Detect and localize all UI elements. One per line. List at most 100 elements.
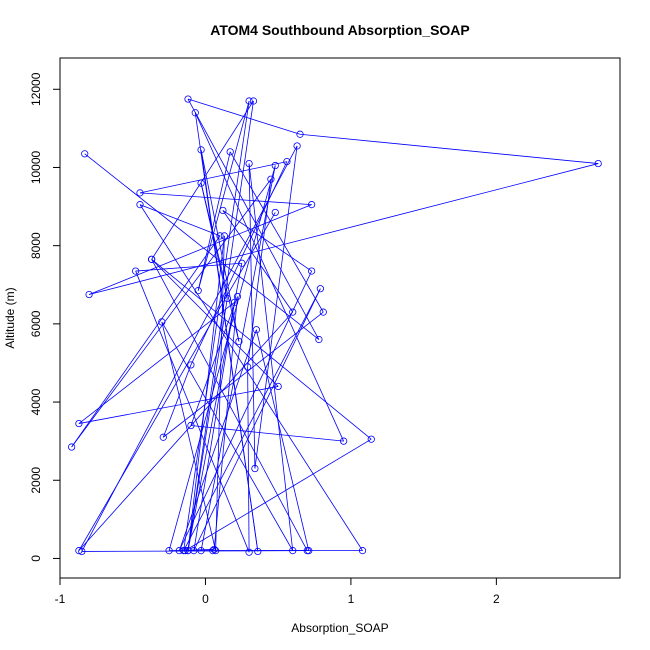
series-segment [151,259,308,551]
series-segment [229,151,324,313]
data-point [293,142,301,150]
data-point [68,443,76,451]
x-axis: -1 0 1 2 [55,577,500,606]
series-lines [71,98,599,553]
series-segment [194,112,259,552]
data-point [245,159,253,168]
data-point [197,547,205,555]
data-point [305,547,313,555]
series-segment [187,98,320,340]
data-point [238,259,246,267]
x-axis-label: Absorption_SOAP [291,621,388,635]
y-axis-label: Altitude (m) [3,287,17,348]
series-segment [197,100,250,291]
series-segment [299,133,599,164]
series-segment [162,364,192,438]
y-tick-label: 8000 [29,232,43,259]
series-segment [255,329,310,551]
series-segment [78,212,276,551]
series-segment [183,100,250,551]
data-point [308,267,316,275]
data-point [283,158,291,166]
data-point [184,547,192,555]
data-point [191,109,199,117]
data-point [319,308,327,316]
data-point [252,326,260,334]
y-tick-label: 10000 [29,150,43,184]
series-segment [187,100,254,551]
series-segment [139,161,287,194]
data-point [289,547,297,555]
data-point [219,206,227,215]
series-segment [254,145,298,469]
series-segment [71,178,272,448]
data-point [197,179,205,187]
data-point [209,547,217,555]
y-axis: 0 2000 4000 6000 8000 10000 12000 [29,72,61,562]
data-point [254,547,262,556]
y-tick-label: 0 [29,555,43,562]
data-point [75,547,83,555]
data-point [85,290,93,299]
data-point [267,175,275,183]
data-point [271,161,279,170]
x-tick-label: 0 [202,592,209,606]
data-point [594,159,602,168]
data-point [316,285,324,293]
data-point [308,201,316,209]
series-segment [184,438,372,551]
chart-title: ATOM4 Southbound Absorption_SOAP [210,22,470,38]
y-tick-label: 2000 [29,467,43,494]
x-tick-label: -1 [55,592,66,606]
data-point [233,292,242,301]
data-point [220,232,228,240]
series-segment [163,311,324,438]
series-segment [88,204,312,295]
data-point [244,363,252,371]
series-segment [135,270,250,553]
series-segment [222,210,312,272]
data-point [271,208,279,217]
series-segment [178,270,312,551]
series-segment [187,98,301,135]
x-tick-label: 2 [493,592,500,606]
data-point [148,255,156,263]
data-point [175,547,183,555]
data-point [136,201,144,209]
series-segment [151,259,279,387]
data-point [158,318,166,326]
data-point [132,267,140,275]
series-segment [222,210,294,313]
series-segment [178,329,257,551]
series-segment [187,298,228,551]
series-segment [183,288,321,551]
data-point [181,547,189,555]
data-point [216,232,224,240]
series-segment [161,321,217,551]
data-point [358,547,367,555]
series-segment [247,366,250,553]
series-segment [88,163,599,295]
series-segment [187,235,225,551]
data-point [249,97,258,105]
data-point [245,548,253,556]
data-point [315,335,323,344]
data-point [136,189,144,197]
data-point [75,419,83,428]
series-segment [84,153,320,340]
series-segment [71,235,221,448]
data-point [165,547,173,555]
data-point [187,421,195,430]
data-point [187,361,195,369]
series-segment [194,112,345,442]
series-segment [78,386,279,424]
series-segment [193,302,235,551]
data-point [210,545,218,554]
data-point [340,437,348,445]
series-segment [193,288,321,551]
series-segment [197,151,231,291]
data-point [289,308,297,316]
series-segment [78,302,235,424]
